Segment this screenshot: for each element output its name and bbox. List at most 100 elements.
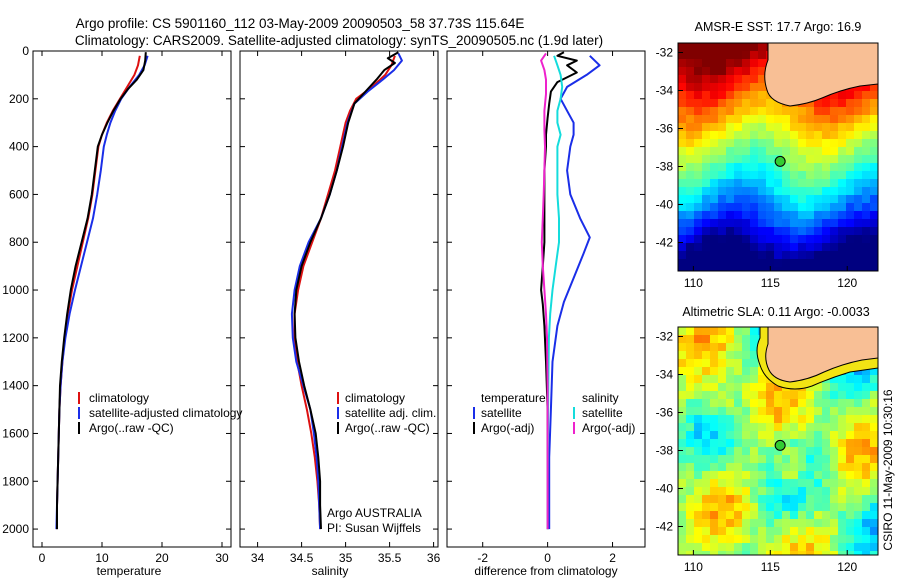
- map-cell: [726, 535, 735, 544]
- map-cell: [798, 219, 807, 228]
- lat-tick-label: -40: [656, 198, 674, 212]
- map-cell: [710, 407, 719, 416]
- map-cell: [694, 243, 703, 252]
- map-cell: [742, 243, 751, 252]
- map-cell: [678, 99, 687, 108]
- map-cell: [694, 359, 703, 368]
- map-cell: [838, 243, 847, 252]
- map-cell: [710, 423, 719, 432]
- map-cell: [686, 487, 695, 496]
- map-cell: [758, 123, 767, 132]
- map-cell: [702, 203, 711, 212]
- map-cell: [862, 211, 871, 220]
- map-cell: [750, 359, 759, 368]
- map-cell: [678, 179, 687, 188]
- map-cell: [758, 187, 767, 196]
- y-tick-label: 2000: [2, 522, 29, 536]
- map-cell: [758, 391, 767, 400]
- legend-label: climatology: [89, 391, 149, 405]
- map-cell: [742, 399, 751, 408]
- map-cell: [734, 155, 743, 164]
- map-cell: [782, 219, 791, 228]
- map-cell: [838, 163, 847, 172]
- map-cell: [782, 471, 791, 480]
- map-cell: [838, 219, 847, 228]
- map-cell: [710, 343, 719, 352]
- map-cell: [774, 431, 783, 440]
- map-cell: [726, 543, 735, 552]
- map-cell: [806, 391, 815, 400]
- map-cell: [758, 519, 767, 528]
- map-cell: [790, 219, 799, 228]
- map-cell: [822, 171, 831, 180]
- map-cell: [822, 519, 831, 528]
- map-cell: [830, 219, 839, 228]
- map-cell: [694, 415, 703, 424]
- y-tick-label: 1600: [2, 426, 29, 440]
- map-cell: [702, 367, 711, 376]
- map2-title: Altimetric SLA: 0.11 Argo: -0.0033: [682, 305, 869, 319]
- map-cell: [678, 259, 687, 268]
- map-cell: [782, 551, 791, 555]
- map-cell: [870, 115, 878, 124]
- map-cell: [694, 407, 703, 416]
- map-cell: [710, 415, 719, 424]
- map-cell: [750, 147, 759, 156]
- map-cell: [814, 487, 823, 496]
- map-cell: [814, 195, 823, 204]
- map-cell: [758, 471, 767, 480]
- legend-label: satellite-adjusted climatology: [89, 406, 242, 420]
- map-cell: [846, 503, 855, 512]
- map-cell: [862, 267, 871, 271]
- map-cell: [782, 447, 791, 456]
- map-cell: [678, 115, 687, 124]
- map-cell: [734, 171, 743, 180]
- map-cell: [710, 75, 719, 84]
- map-cell: [678, 187, 687, 196]
- map-cell: [686, 203, 695, 212]
- map-cell: [806, 543, 815, 552]
- map-cell: [806, 519, 815, 528]
- map-cell: [830, 171, 839, 180]
- map-cell: [822, 503, 831, 512]
- map-cell: [718, 487, 727, 496]
- map-cell: [790, 107, 799, 116]
- map-cell: [758, 163, 767, 172]
- map-cell: [678, 479, 687, 488]
- map-cell: [750, 479, 759, 488]
- map-cell: [702, 431, 711, 440]
- map-cell: [814, 503, 823, 512]
- map-cell: [806, 399, 815, 408]
- map-cell: [678, 471, 687, 480]
- map-cell: [742, 447, 751, 456]
- map-cell: [806, 551, 815, 555]
- map-cell: [686, 187, 695, 196]
- map-cell: [742, 503, 751, 512]
- lat-tick-label: -34: [656, 368, 674, 382]
- map-cell: [830, 131, 839, 140]
- map-cell: [838, 551, 847, 555]
- lon-tick-label: 110: [684, 276, 703, 290]
- map-cell: [694, 67, 703, 76]
- map-cell: [854, 495, 863, 504]
- map-cell: [726, 115, 735, 124]
- map-cell: [686, 227, 695, 236]
- map-cell: [854, 455, 863, 464]
- map-cell: [718, 471, 727, 480]
- map-cell: [678, 375, 687, 384]
- map-cell: [862, 187, 871, 196]
- map-cell: [710, 535, 719, 544]
- map-cell: [694, 527, 703, 536]
- map-cell: [806, 431, 815, 440]
- map-cell: [742, 219, 751, 228]
- map-cell: [734, 519, 743, 528]
- salinity-xlabel: salinity: [312, 564, 349, 578]
- map-cell: [870, 487, 878, 496]
- legend-label: climatology: [345, 391, 405, 405]
- map-cell: [790, 139, 799, 148]
- map-cell: [798, 139, 807, 148]
- map-cell: [798, 511, 807, 520]
- map-cell: [750, 211, 759, 220]
- map-cell: [822, 99, 831, 108]
- map-cell: [694, 267, 703, 271]
